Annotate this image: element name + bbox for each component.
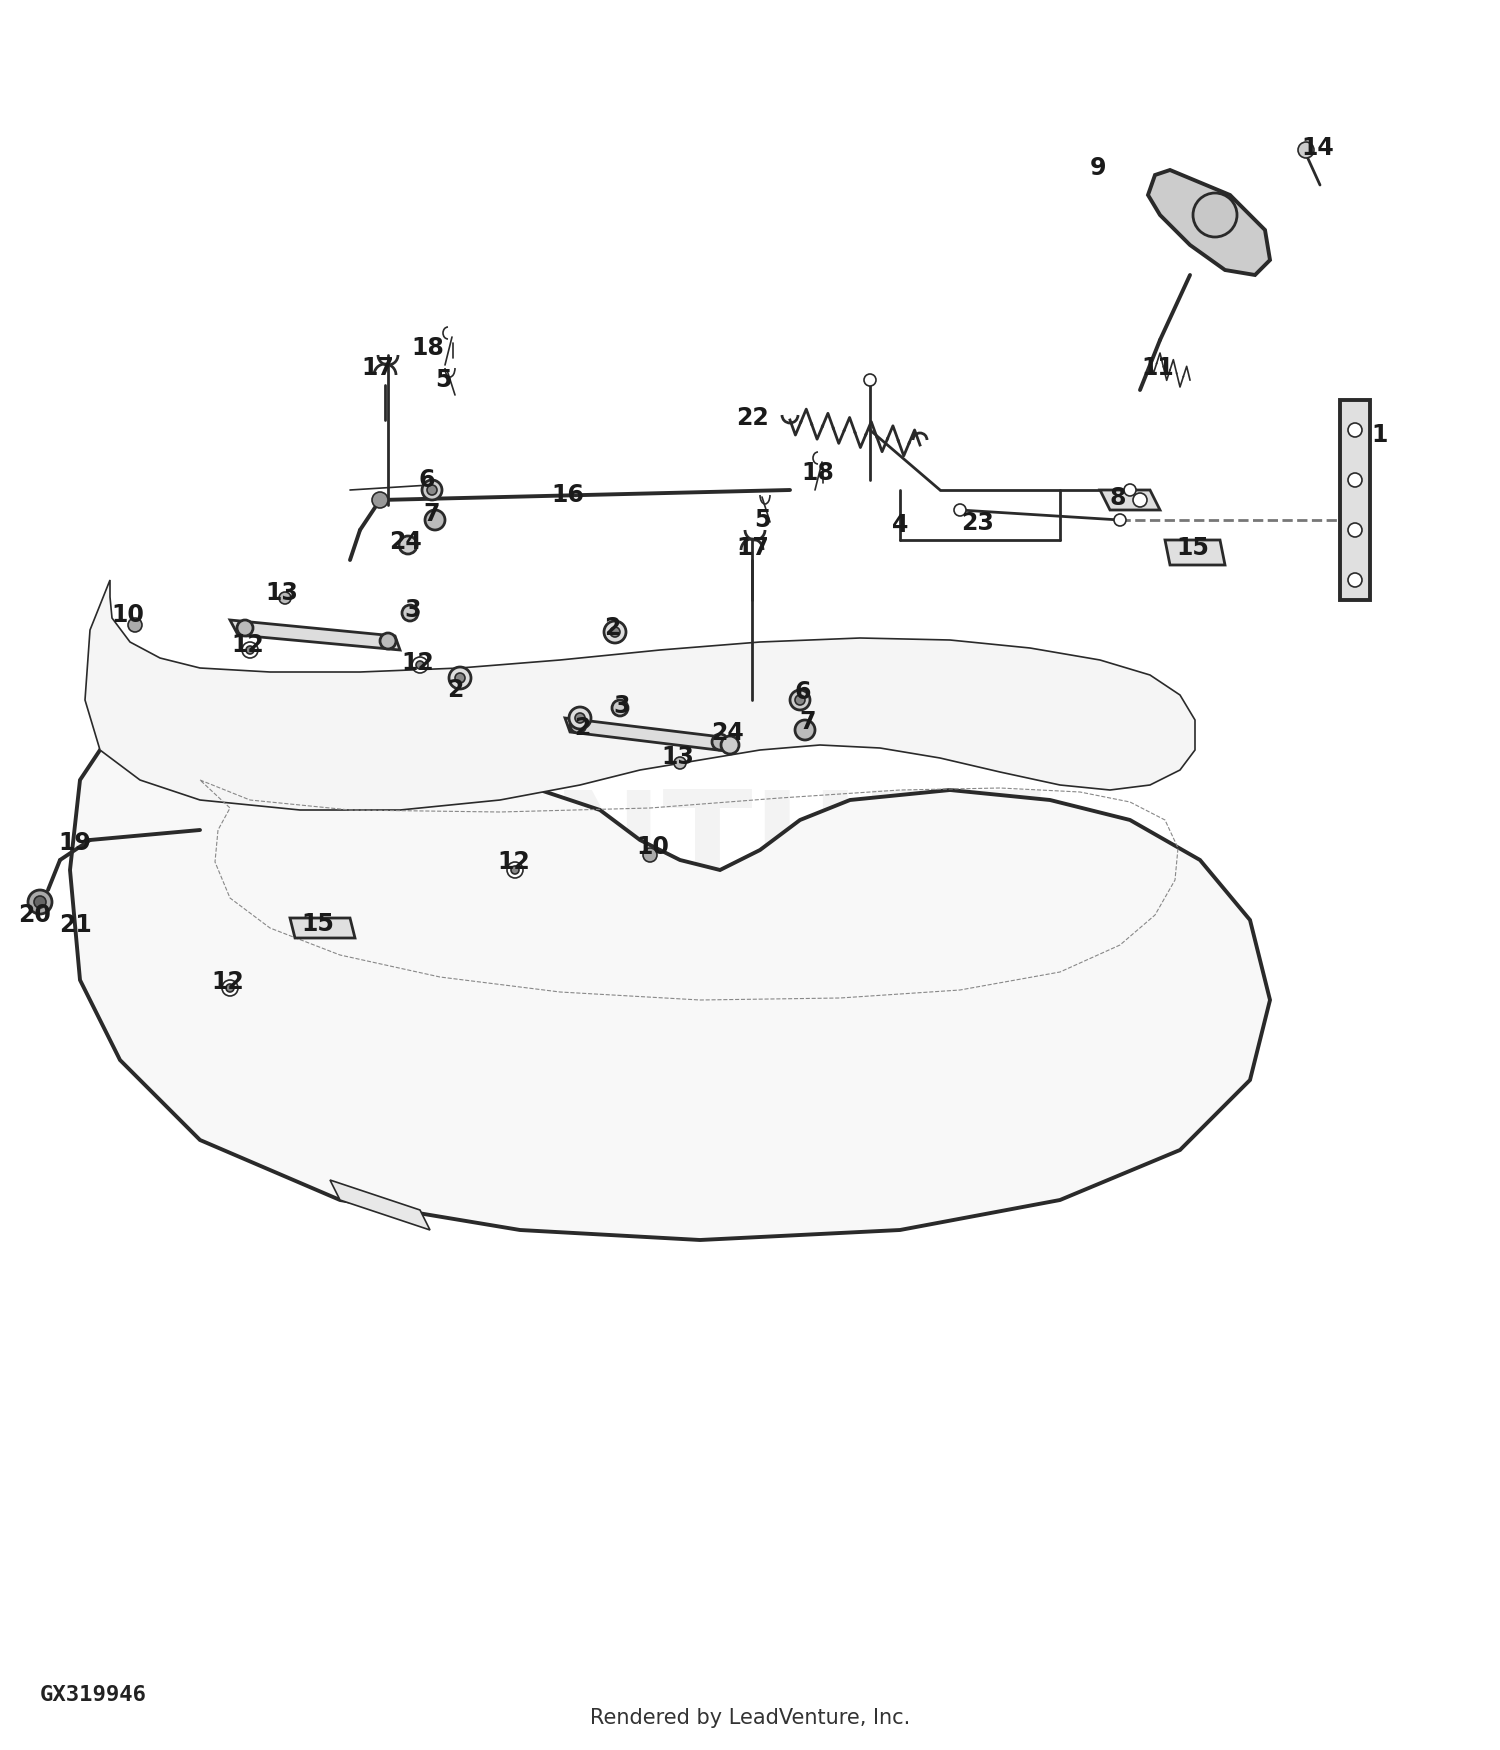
Circle shape xyxy=(954,504,966,516)
Polygon shape xyxy=(1340,401,1370,600)
Text: 10: 10 xyxy=(636,835,669,859)
Circle shape xyxy=(1298,142,1314,158)
Polygon shape xyxy=(86,579,1196,810)
Circle shape xyxy=(279,592,291,604)
Circle shape xyxy=(242,642,258,658)
Circle shape xyxy=(237,620,254,635)
Text: ADVENTURE: ADVENTURE xyxy=(148,786,1052,914)
Circle shape xyxy=(226,984,234,992)
Text: GX319946: GX319946 xyxy=(40,1685,147,1704)
Circle shape xyxy=(246,646,254,654)
Text: 17: 17 xyxy=(362,355,394,380)
Circle shape xyxy=(448,667,471,690)
Text: 14: 14 xyxy=(1302,136,1335,159)
Text: 18: 18 xyxy=(411,336,444,360)
Text: 15: 15 xyxy=(1176,536,1209,560)
Circle shape xyxy=(795,695,806,705)
Text: Rendered by LeadVenture, Inc.: Rendered by LeadVenture, Inc. xyxy=(590,1708,910,1727)
Text: 13: 13 xyxy=(662,746,694,768)
Text: 18: 18 xyxy=(801,460,834,485)
Circle shape xyxy=(372,492,388,508)
Text: 1: 1 xyxy=(1372,424,1388,446)
Circle shape xyxy=(1132,493,1148,507)
Text: 20: 20 xyxy=(18,903,51,928)
Text: 12: 12 xyxy=(498,850,531,873)
Polygon shape xyxy=(290,919,356,938)
Text: 2: 2 xyxy=(604,616,619,640)
Circle shape xyxy=(604,621,625,642)
Text: 3: 3 xyxy=(405,598,422,621)
Circle shape xyxy=(402,606,418,621)
Circle shape xyxy=(644,849,657,863)
Circle shape xyxy=(1348,473,1362,487)
Circle shape xyxy=(424,509,445,530)
Text: 7: 7 xyxy=(423,502,441,527)
Polygon shape xyxy=(1100,490,1160,509)
Circle shape xyxy=(413,656,428,674)
Circle shape xyxy=(28,891,53,914)
Circle shape xyxy=(722,737,740,754)
Text: 15: 15 xyxy=(302,912,334,936)
Circle shape xyxy=(570,718,586,733)
Text: 24: 24 xyxy=(711,721,744,746)
Circle shape xyxy=(507,863,524,878)
Circle shape xyxy=(1124,485,1136,495)
Circle shape xyxy=(399,536,417,555)
Text: 12: 12 xyxy=(231,634,264,656)
Circle shape xyxy=(574,712,585,723)
Text: 5: 5 xyxy=(753,507,771,532)
Text: 2: 2 xyxy=(447,677,464,702)
Text: 2: 2 xyxy=(574,716,590,740)
Text: 12: 12 xyxy=(211,970,244,994)
Text: 8: 8 xyxy=(1110,487,1126,509)
Polygon shape xyxy=(70,719,1270,1241)
Text: 23: 23 xyxy=(962,511,994,536)
Circle shape xyxy=(795,719,814,740)
Polygon shape xyxy=(330,1180,430,1230)
Circle shape xyxy=(674,758,686,768)
Polygon shape xyxy=(566,718,734,752)
Text: 12: 12 xyxy=(402,651,435,676)
Text: 13: 13 xyxy=(266,581,298,605)
Text: 24: 24 xyxy=(388,530,422,555)
Text: 9: 9 xyxy=(1089,156,1106,180)
Circle shape xyxy=(790,690,810,710)
Circle shape xyxy=(222,980,238,996)
Circle shape xyxy=(1114,514,1126,527)
Text: 6: 6 xyxy=(419,467,435,492)
Text: 11: 11 xyxy=(1142,355,1174,380)
Text: 16: 16 xyxy=(552,483,585,508)
Text: 21: 21 xyxy=(58,914,92,936)
Circle shape xyxy=(427,485,436,495)
Circle shape xyxy=(1348,424,1362,438)
Circle shape xyxy=(380,634,396,649)
Circle shape xyxy=(416,662,424,668)
Text: 17: 17 xyxy=(736,536,770,560)
Text: 5: 5 xyxy=(435,368,451,392)
Text: 6: 6 xyxy=(795,681,812,704)
Circle shape xyxy=(610,626,620,637)
Circle shape xyxy=(612,700,628,716)
Circle shape xyxy=(712,733,728,751)
Polygon shape xyxy=(1166,541,1226,565)
Circle shape xyxy=(864,374,876,387)
Circle shape xyxy=(1348,572,1362,586)
Circle shape xyxy=(512,866,519,873)
Circle shape xyxy=(34,896,46,908)
Circle shape xyxy=(128,618,142,632)
Circle shape xyxy=(568,707,591,730)
Circle shape xyxy=(1192,192,1237,236)
Text: 3: 3 xyxy=(614,695,630,717)
Text: 22: 22 xyxy=(736,406,770,430)
Text: 19: 19 xyxy=(58,831,92,856)
Text: 4: 4 xyxy=(892,513,908,537)
Text: 7: 7 xyxy=(800,710,816,733)
Circle shape xyxy=(422,480,442,500)
Circle shape xyxy=(454,674,465,682)
Text: 10: 10 xyxy=(111,604,144,626)
Circle shape xyxy=(1348,523,1362,537)
Polygon shape xyxy=(230,620,400,649)
Polygon shape xyxy=(1148,170,1270,275)
